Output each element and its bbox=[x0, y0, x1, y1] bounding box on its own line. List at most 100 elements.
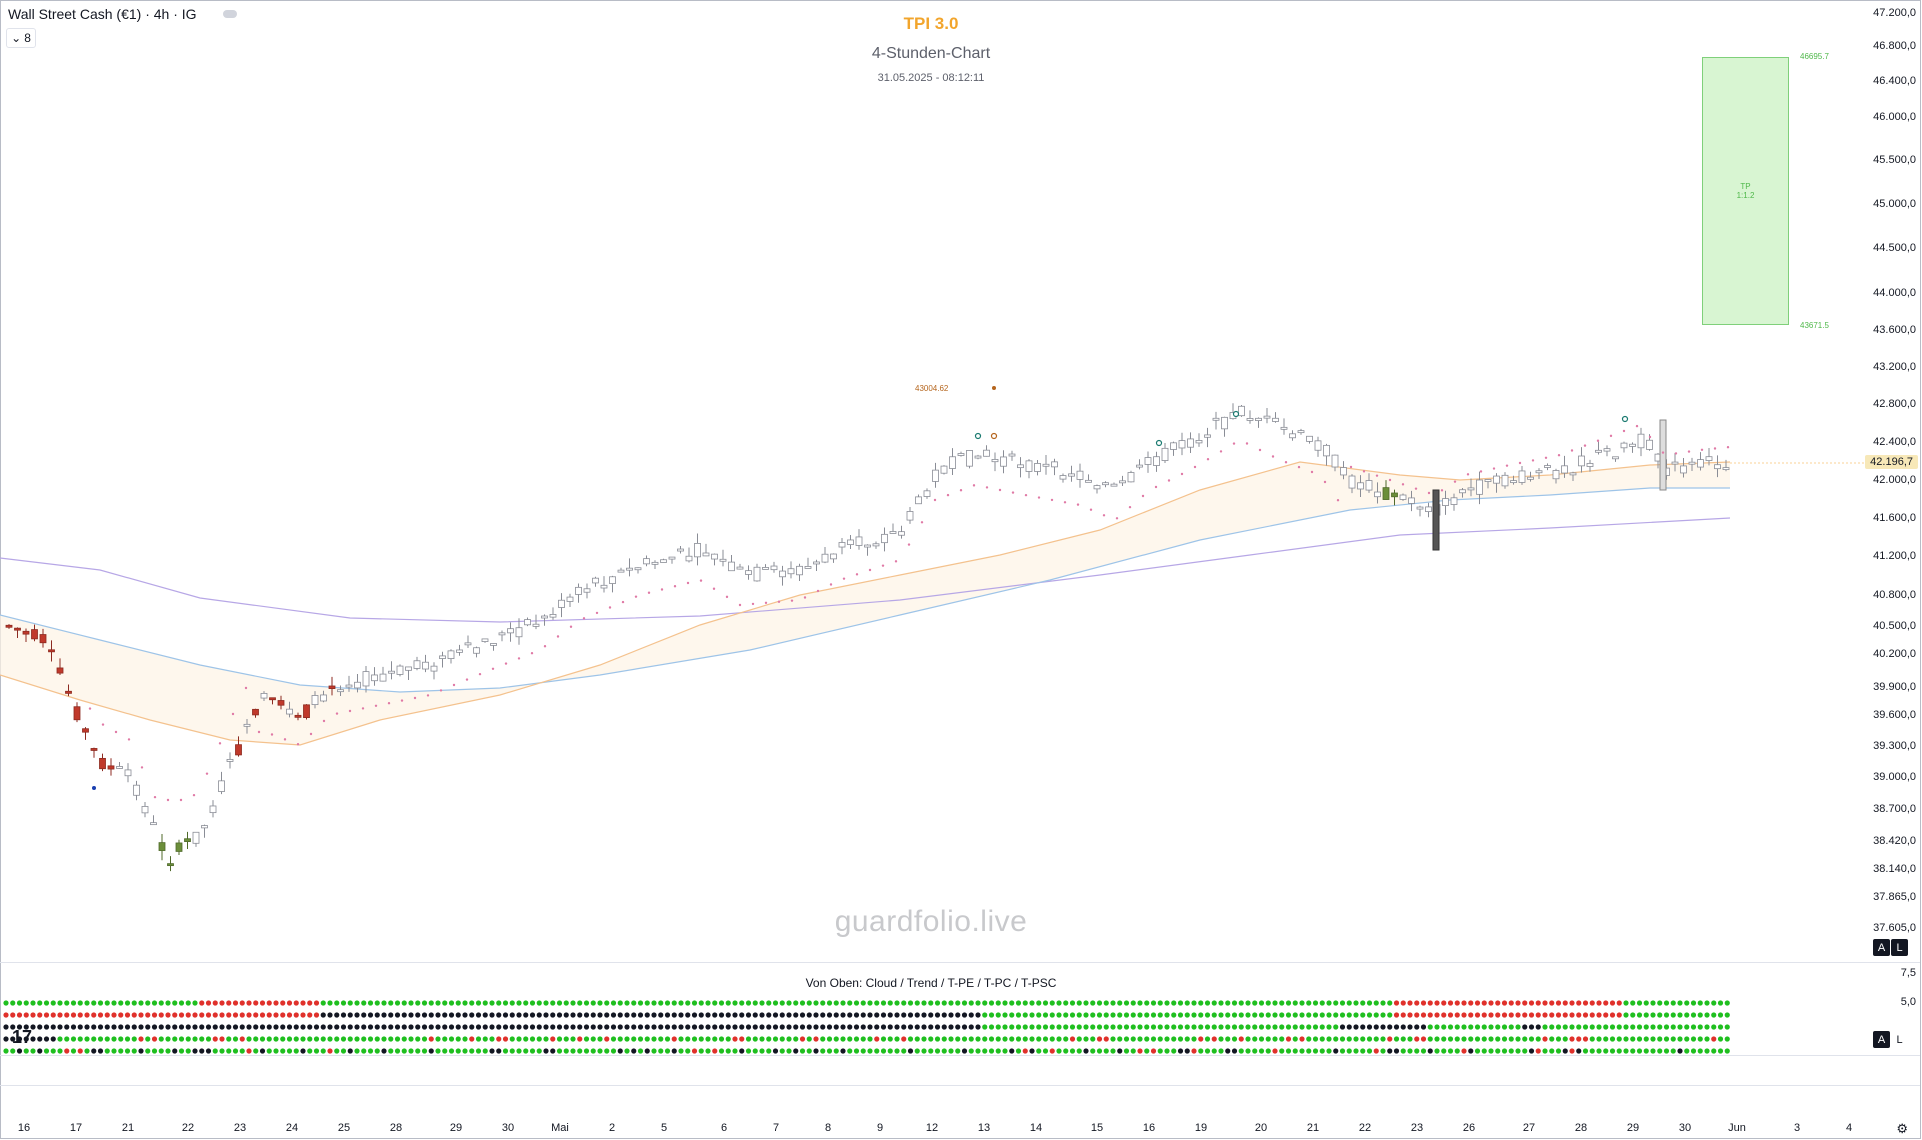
time-axis-label: 9 bbox=[876, 1122, 884, 1134]
signal-dot-row-3 bbox=[725, 1024, 731, 1030]
signal-dot-row-3 bbox=[293, 1024, 299, 1030]
candle-body bbox=[1425, 506, 1432, 513]
signal-dot-row-5 bbox=[1279, 1048, 1285, 1054]
signal-dot-row-4 bbox=[1353, 1036, 1359, 1042]
signal-dot-row-1 bbox=[1231, 1000, 1238, 1006]
signal-dot-row-3 bbox=[64, 1024, 70, 1030]
candle-body bbox=[1170, 442, 1177, 450]
signal-dot-row-5 bbox=[239, 1048, 245, 1054]
signal-dot-row-2 bbox=[1528, 1012, 1535, 1018]
signal-dot-row-5 bbox=[77, 1048, 83, 1054]
signal-dot-row-5 bbox=[563, 1048, 569, 1054]
time-axis-label: 25 bbox=[337, 1122, 351, 1134]
signal-dot-row-2 bbox=[698, 1012, 704, 1018]
signal-dot-row-3 bbox=[1184, 1024, 1190, 1030]
signal-dot-row-1 bbox=[70, 1000, 77, 1006]
signal-dot-row-1 bbox=[1690, 1000, 1697, 1006]
signal-dot-row-3 bbox=[752, 1024, 758, 1030]
signal-dot-row-1 bbox=[172, 1000, 178, 1006]
trailing-stop-dot bbox=[1323, 480, 1327, 484]
gear-icon[interactable]: ⚙ bbox=[1896, 1121, 1908, 1136]
indicator-toggle[interactable]: ⌄ 8 bbox=[6, 28, 36, 48]
trailing-stop-dot bbox=[1453, 480, 1457, 483]
candle-body bbox=[694, 543, 701, 558]
signal-dot-row-3 bbox=[766, 1024, 772, 1030]
signal-dot-row-3 bbox=[1306, 1024, 1312, 1030]
candle-body bbox=[626, 567, 633, 571]
tradingview-logo[interactable]: 17 bbox=[12, 1027, 33, 1047]
pane-separator[interactable] bbox=[0, 962, 1920, 963]
time-axis-label: 16 bbox=[1142, 1122, 1156, 1134]
candle-body bbox=[821, 553, 829, 563]
symbol-title[interactable]: Wall Street Cash (€1) · 4h · IG bbox=[8, 6, 197, 22]
trailing-stop-dot bbox=[452, 683, 456, 687]
signal-dot-row-1 bbox=[604, 1000, 610, 1006]
signal-dot-row-5 bbox=[1569, 1048, 1575, 1054]
candle-body bbox=[592, 577, 599, 584]
candle-body bbox=[1340, 467, 1347, 476]
signal-dot-row-3 bbox=[124, 1024, 131, 1030]
signal-dot-row-5 bbox=[1083, 1048, 1089, 1054]
signal-dot-row-2 bbox=[293, 1012, 299, 1018]
signal-dot-row-5 bbox=[685, 1048, 691, 1054]
signal-dot-row-3 bbox=[975, 1024, 981, 1030]
signal-dot-row-3 bbox=[901, 1024, 907, 1030]
signal-dot-row-2 bbox=[651, 1012, 657, 1018]
subpanel-auto-button[interactable]: A bbox=[1873, 1031, 1890, 1048]
signal-dot-row-5 bbox=[415, 1048, 421, 1054]
signal-dot-row-4 bbox=[1657, 1036, 1663, 1042]
signal-dot-row-5 bbox=[860, 1048, 866, 1054]
signal-dot-row-5 bbox=[1582, 1048, 1589, 1054]
signal-dot-row-1 bbox=[1549, 1000, 1555, 1006]
signal-dot-row-3 bbox=[340, 1024, 347, 1030]
signal-dot-row-1 bbox=[1636, 1000, 1643, 1006]
signal-dot-row-3 bbox=[1164, 1024, 1170, 1030]
candle-body bbox=[855, 536, 863, 546]
signal-dot-row-4 bbox=[50, 1036, 56, 1042]
log-scale-button[interactable]: L bbox=[1891, 939, 1908, 956]
price-axis-label: 46.800,0 bbox=[1873, 40, 1916, 52]
signal-dot-row-5 bbox=[759, 1048, 765, 1054]
auto-scale-button[interactable]: A bbox=[1873, 939, 1890, 956]
candle-body bbox=[73, 706, 81, 721]
signal-dot-row-2 bbox=[1049, 1012, 1055, 1018]
candle-body bbox=[1416, 506, 1424, 510]
signal-dot-row-4 bbox=[583, 1036, 590, 1042]
signal-dot-row-5 bbox=[1677, 1048, 1683, 1054]
signal-dot-row-3 bbox=[16, 1024, 23, 1030]
signal-dot-row-4 bbox=[1474, 1036, 1481, 1042]
signal-dot-row-3 bbox=[1697, 1024, 1703, 1030]
signal-dot-row-4 bbox=[1198, 1036, 1204, 1042]
signal-dot-row-2 bbox=[1549, 1012, 1555, 1018]
signal-dot-row-2 bbox=[1508, 1012, 1514, 1018]
signal-dot-row-4 bbox=[1576, 1036, 1582, 1042]
signal-dot-row-2 bbox=[111, 1012, 117, 1018]
trailing-stop-dot bbox=[218, 742, 222, 745]
candle-body bbox=[388, 670, 395, 674]
signal-dot-row-2 bbox=[671, 1012, 677, 1018]
signal-dot-row-3 bbox=[192, 1024, 198, 1030]
signal-dot-row-4 bbox=[1522, 1036, 1528, 1042]
subpanel-log-button[interactable]: L bbox=[1891, 1031, 1908, 1048]
signal-dot-row-4 bbox=[192, 1036, 198, 1042]
candle-body bbox=[796, 565, 803, 576]
signal-dot-row-5 bbox=[1643, 1048, 1649, 1054]
signal-dot-row-4 bbox=[334, 1036, 340, 1042]
trailing-stop-dot bbox=[1466, 473, 1470, 476]
candle-body bbox=[39, 634, 47, 644]
minus-icon[interactable] bbox=[222, 10, 237, 18]
signal-dot-row-5 bbox=[1225, 1048, 1231, 1054]
take-profit-box[interactable]: TP 1:1.2 bbox=[1702, 57, 1789, 325]
candle-body bbox=[286, 708, 293, 715]
signal-dot-row-2 bbox=[435, 1012, 441, 1018]
trailing-stop-dot bbox=[1557, 454, 1561, 457]
candle-body bbox=[1527, 476, 1534, 480]
trailing-stop-dot bbox=[439, 689, 443, 692]
signal-dot-row-4 bbox=[394, 1036, 401, 1042]
signal-dot-row-1 bbox=[1299, 1000, 1305, 1006]
signal-dot-row-2 bbox=[23, 1012, 29, 1018]
signal-dot-row-2 bbox=[428, 1012, 434, 1018]
signal-dot-row-1 bbox=[1562, 1000, 1568, 1006]
signal-dot-row-3 bbox=[158, 1024, 164, 1030]
